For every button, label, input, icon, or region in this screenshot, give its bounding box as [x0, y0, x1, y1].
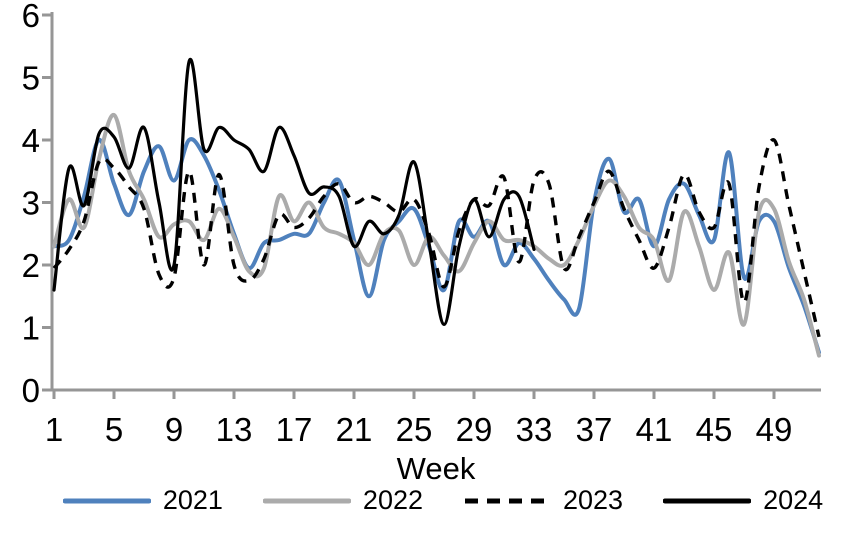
legend-item-2022: 2022 — [262, 485, 423, 515]
legend-item-2024: 2024 — [663, 487, 823, 514]
legend-item-2023: 2023 — [463, 487, 623, 514]
y-tick-label: 4 — [22, 122, 40, 159]
series-line-2022 — [52, 112, 821, 358]
x-tick-label: 33 — [516, 411, 553, 448]
legend-2024-line-swatch — [663, 498, 752, 503]
y-tick-label: 5 — [22, 60, 40, 97]
x-tick-label: 45 — [696, 411, 733, 448]
x-tick-label: 49 — [756, 411, 793, 448]
legend-2023-line-swatch — [465, 498, 549, 503]
y-tick-label: 6 — [22, 0, 40, 34]
x-tick-label: 5 — [105, 411, 123, 448]
y-tick-label: 1 — [22, 310, 40, 347]
legend-2021-line-swatch — [62, 498, 151, 503]
legend: 2021 2022 2023 2024 — [0, 487, 852, 514]
x-tick-label: 9 — [165, 411, 183, 448]
x-tick-label: 1 — [45, 411, 63, 448]
series-lines — [52, 57, 821, 358]
x-tick-label: 41 — [636, 411, 673, 448]
y-tick-label: 0 — [22, 372, 40, 409]
y-tick-label: 2 — [22, 247, 40, 284]
x-tick-label: 25 — [396, 411, 433, 448]
series-line-2023 — [52, 138, 821, 338]
legend-label-2023: 2023 — [563, 485, 624, 515]
x-tick-label: 17 — [276, 411, 313, 448]
legend-label-2022: 2022 — [362, 485, 423, 515]
legend-label-2024: 2024 — [763, 485, 824, 515]
legend-item-2021: 2021 — [62, 485, 223, 515]
legend-label-2021: 2021 — [162, 485, 223, 515]
x-tick-label: 29 — [456, 411, 493, 448]
x-tick-label: 21 — [336, 411, 373, 448]
x-tick-label: 37 — [576, 411, 613, 448]
x-axis-title: Week — [396, 451, 476, 486]
legend-2022-line-swatch — [262, 498, 351, 503]
y-tick-label: 3 — [22, 185, 40, 222]
x-tick-label: 13 — [216, 411, 253, 448]
series-line-2024 — [52, 57, 536, 327]
